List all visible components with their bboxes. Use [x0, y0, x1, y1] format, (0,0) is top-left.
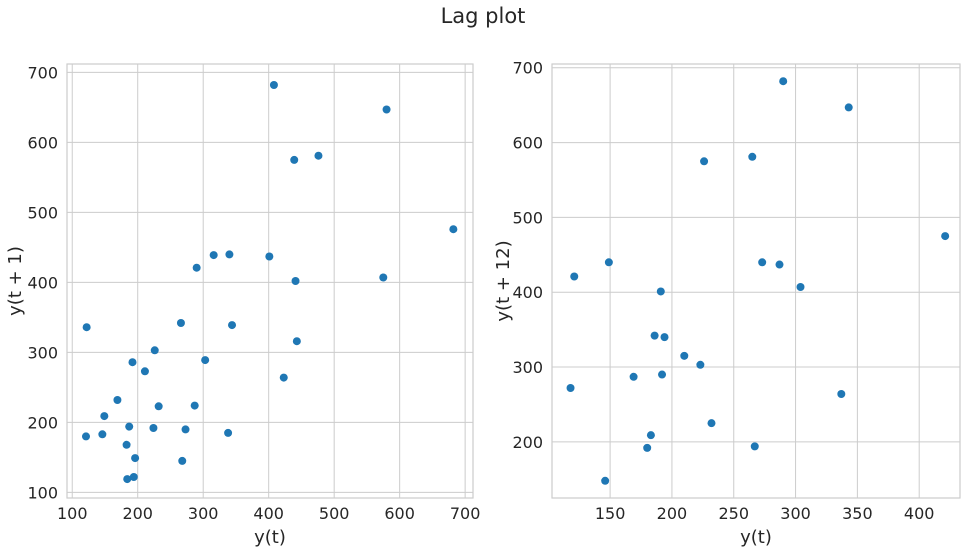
scatter-point	[382, 105, 391, 114]
x-tick-label: 600	[384, 504, 415, 523]
y-tick-label: 500	[27, 203, 58, 222]
scatter-point	[125, 422, 134, 431]
scatter-point	[140, 367, 149, 376]
scatter-point	[700, 157, 709, 166]
scatter-point	[656, 287, 665, 296]
x-tick-label: 300	[780, 504, 811, 523]
x-tick-label: 150	[595, 504, 626, 523]
figure-title: Lag plot	[440, 4, 526, 28]
scatter-point	[680, 351, 689, 360]
scatter-point	[660, 333, 669, 342]
x-tick-label: 300	[188, 504, 219, 523]
scatter-point	[775, 260, 784, 269]
scatter-point	[228, 321, 237, 330]
scatter-point	[100, 412, 109, 421]
scatter-point	[181, 425, 190, 434]
y-axis-label: y(t + 12)	[493, 240, 514, 321]
scatter-point	[290, 155, 299, 164]
scatter-point	[225, 250, 234, 259]
scatter-point	[750, 442, 759, 451]
scatter-point	[566, 384, 575, 393]
y-tick-label: 300	[27, 343, 58, 362]
scatter-point	[643, 443, 652, 452]
scatter-point	[209, 251, 218, 260]
y-tick-label: 400	[27, 273, 58, 292]
x-axis-label: y(t)	[740, 527, 772, 548]
scatter-point	[123, 475, 132, 484]
scatter-point	[131, 454, 140, 463]
scatter-point	[82, 323, 91, 332]
scatter-point	[279, 373, 288, 382]
scatter-point	[269, 81, 278, 89]
x-tick-label: 400	[904, 504, 935, 523]
scatter-point	[314, 151, 323, 160]
x-tick-label: 400	[253, 504, 284, 523]
scatter-point	[265, 252, 274, 261]
y-tick-label: 100	[27, 483, 58, 502]
x-tick-label: 700	[450, 504, 481, 523]
x-tick-label: 200	[657, 504, 688, 523]
x-tick-label: 500	[319, 504, 350, 523]
scatter-point	[192, 263, 201, 272]
x-tick-label: 100	[57, 504, 88, 523]
scatter-point	[128, 358, 137, 367]
scatter-point	[758, 258, 767, 267]
scatter-point	[190, 401, 199, 410]
scatter-point	[748, 152, 757, 161]
y-tick-label: 700	[512, 59, 543, 78]
x-tick-label: 350	[842, 504, 873, 523]
plot-frame	[551, 63, 961, 499]
scatter-point	[570, 272, 579, 281]
scatter-point	[122, 440, 131, 449]
scatter-point	[201, 356, 210, 365]
chart-panel-2: 150 200 250 300 350 400 200 300 400 500 600 700 y(t)…	[493, 59, 961, 548]
scatter-point	[149, 424, 158, 432]
y-tick-label: 400	[512, 283, 543, 302]
scatter-point	[779, 77, 788, 86]
scatter-point	[449, 225, 458, 234]
y-tick-label: 200	[27, 413, 58, 432]
plot-frame	[66, 63, 474, 499]
scatter-point	[844, 103, 853, 112]
y-tick-label: 700	[27, 63, 58, 82]
y-axis-label: y(t + 1)	[5, 246, 26, 316]
scatter-point	[796, 282, 805, 291]
scatter-point	[292, 337, 301, 346]
scatter-point	[98, 430, 107, 439]
scatter-point	[224, 428, 233, 437]
scatter-point	[837, 389, 846, 398]
scatter-point	[696, 360, 705, 369]
x-axis-label: y(t)	[254, 527, 286, 548]
y-tick-label: 200	[512, 433, 543, 452]
scatter-point	[601, 476, 610, 485]
scatter-point	[129, 473, 138, 481]
scatter-point	[707, 419, 716, 428]
scatter-point	[379, 273, 388, 282]
y-tick-label: 600	[512, 134, 543, 153]
y-tick-label: 600	[27, 133, 58, 152]
scatter-point	[941, 232, 950, 241]
scatter-point	[650, 331, 659, 340]
scatter-point	[604, 258, 613, 267]
chart-panel-1: 100 200 300 400 500 600 700 100 200 300 400 500 600 7…	[5, 63, 480, 548]
scatter-point	[154, 402, 163, 411]
scatter-point	[658, 370, 667, 379]
scatter-point	[629, 372, 638, 381]
scatter-point	[646, 431, 655, 440]
scatter-point	[176, 319, 185, 327]
y-tick-label: 300	[512, 358, 543, 377]
x-tick-label: 250	[718, 504, 749, 523]
scatter-point	[291, 277, 300, 285]
scatter-point	[178, 456, 187, 465]
scatter-point	[150, 346, 159, 355]
scatter-point	[81, 432, 90, 441]
x-tick-label: 200	[122, 504, 153, 523]
y-tick-label: 500	[512, 208, 543, 227]
scatter-point	[113, 396, 122, 404]
